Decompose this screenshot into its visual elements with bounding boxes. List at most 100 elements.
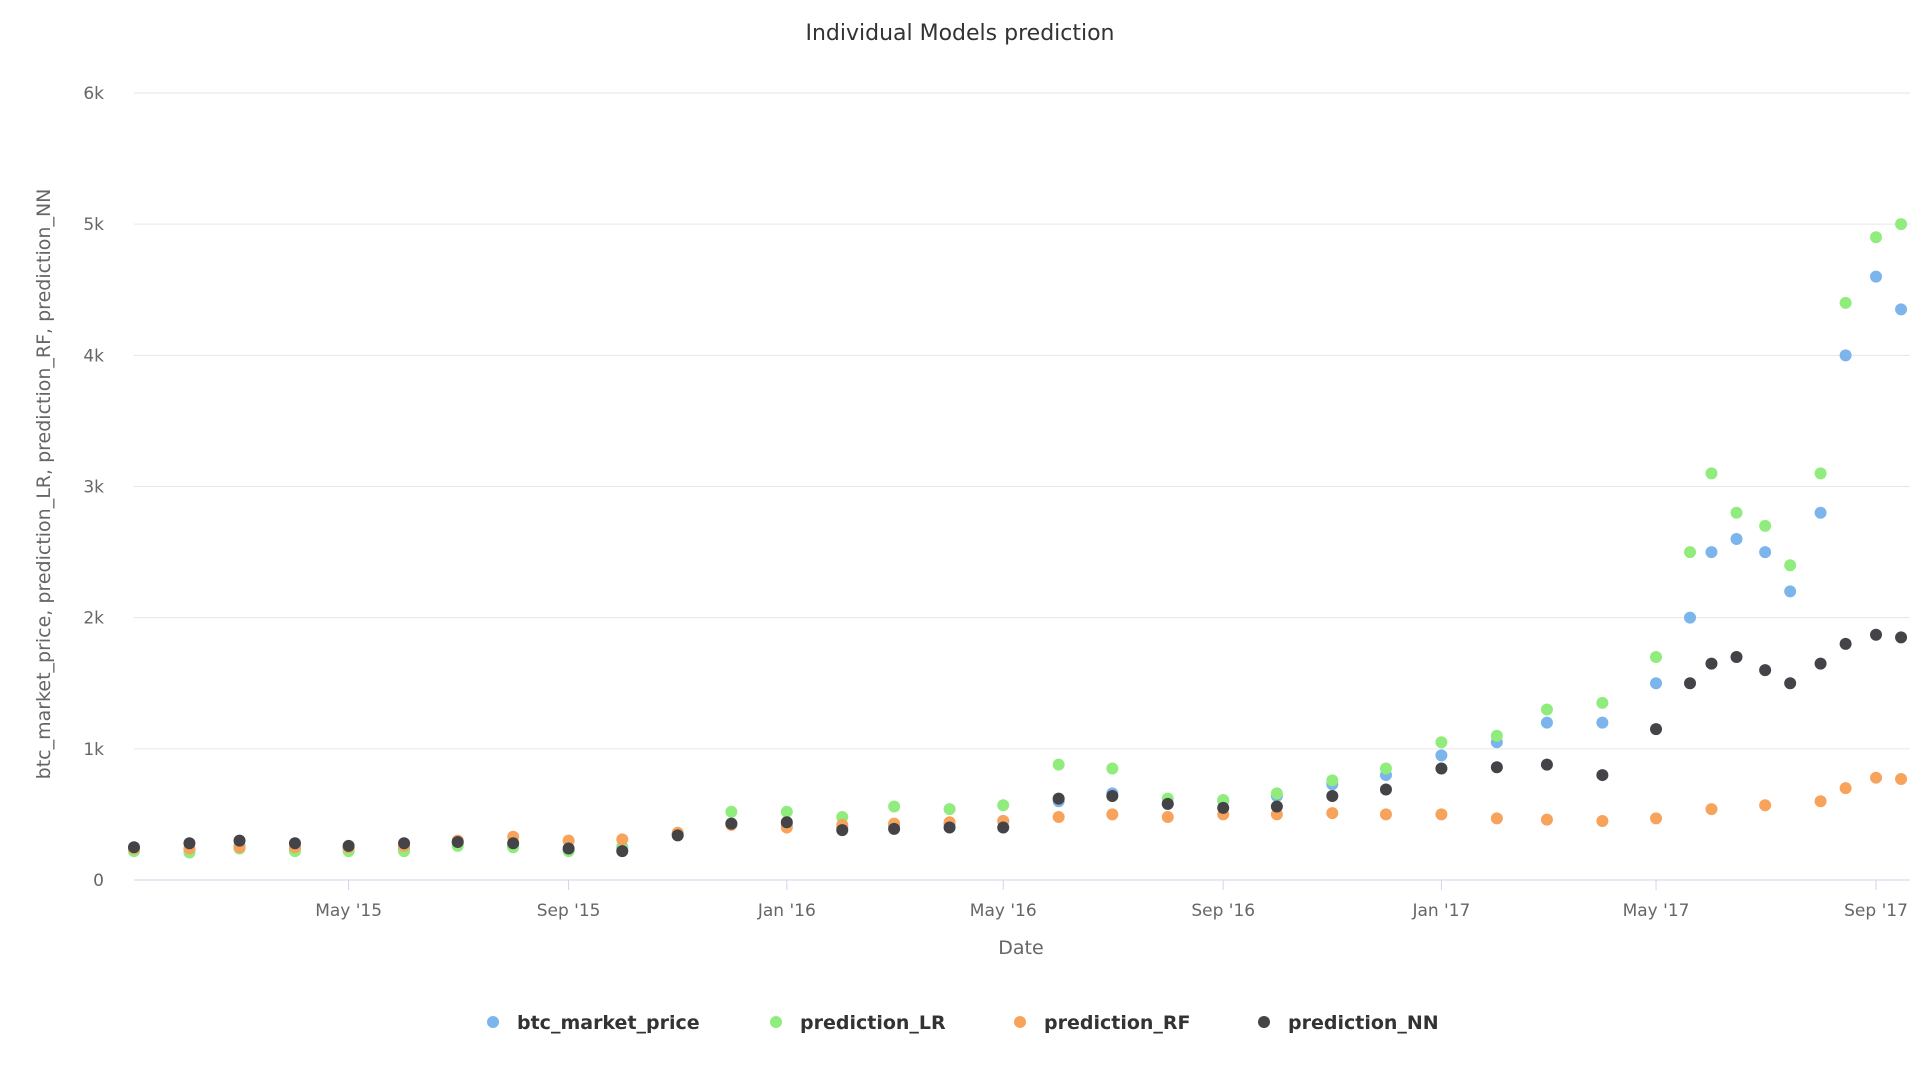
data-point[interactable] — [342, 839, 355, 852]
data-point[interactable] — [1814, 657, 1827, 670]
data-point[interactable] — [451, 835, 464, 848]
data-point[interactable] — [288, 837, 301, 850]
legend-label: prediction_NN — [1288, 1012, 1439, 1034]
data-point[interactable] — [888, 800, 901, 813]
data-point[interactable] — [562, 842, 575, 855]
data-point[interactable] — [1839, 782, 1852, 795]
data-point[interactable] — [836, 824, 849, 837]
data-point[interactable] — [1650, 651, 1663, 664]
data-point[interactable] — [1161, 811, 1174, 824]
data-point[interactable] — [1870, 628, 1883, 641]
data-point[interactable] — [1730, 506, 1743, 519]
data-point[interactable] — [1540, 758, 1553, 771]
data-point[interactable] — [1052, 792, 1065, 805]
data-point[interactable] — [1435, 808, 1448, 821]
data-point[interactable] — [507, 837, 520, 850]
data-point[interactable] — [1870, 231, 1883, 244]
data-point[interactable] — [1784, 677, 1797, 690]
data-point[interactable] — [1106, 762, 1119, 775]
legend-item-prediction_RF[interactable]: prediction_RF — [1014, 1012, 1191, 1034]
data-point[interactable] — [1217, 801, 1230, 814]
data-point[interactable] — [1270, 800, 1283, 813]
data-point[interactable] — [1270, 787, 1283, 800]
data-point[interactable] — [1596, 716, 1609, 729]
data-point[interactable] — [1106, 790, 1119, 803]
data-point[interactable] — [1784, 585, 1797, 598]
data-point[interactable] — [1596, 769, 1609, 782]
data-point[interactable] — [1540, 813, 1553, 826]
y-tick-label: 6k — [83, 84, 104, 104]
data-point[interactable] — [1814, 506, 1827, 519]
data-point[interactable] — [943, 821, 956, 834]
data-point[interactable] — [1759, 519, 1772, 532]
data-point[interactable] — [888, 822, 901, 835]
data-point[interactable] — [997, 799, 1010, 812]
data-point[interactable] — [128, 841, 140, 854]
data-point[interactable] — [1326, 807, 1339, 820]
data-point[interactable] — [1705, 803, 1718, 816]
data-point[interactable] — [1759, 546, 1772, 559]
data-point[interactable] — [1650, 812, 1663, 825]
data-point[interactable] — [997, 821, 1010, 834]
data-point[interactable] — [1379, 783, 1392, 796]
data-point[interactable] — [1326, 774, 1339, 787]
data-point[interactable] — [398, 837, 411, 850]
data-point[interactable] — [1052, 811, 1065, 824]
data-point[interactable] — [1490, 761, 1503, 774]
legend-item-prediction_NN[interactable]: prediction_NN — [1258, 1012, 1439, 1034]
data-point[interactable] — [780, 816, 793, 829]
data-point[interactable] — [1490, 729, 1503, 742]
legend-item-prediction_LR[interactable]: prediction_LR — [770, 1012, 946, 1034]
data-point[interactable] — [1705, 546, 1718, 559]
data-point[interactable] — [1326, 790, 1339, 803]
data-point[interactable] — [1379, 808, 1392, 821]
data-point[interactable] — [1730, 532, 1743, 545]
data-point[interactable] — [1684, 611, 1697, 624]
data-point[interactable] — [1705, 467, 1718, 480]
data-point[interactable] — [616, 845, 629, 858]
data-point[interactable] — [1650, 723, 1663, 736]
data-point[interactable] — [1596, 814, 1609, 827]
data-point[interactable] — [1540, 716, 1553, 729]
data-point[interactable] — [1490, 812, 1503, 825]
data-point[interactable] — [1814, 795, 1827, 808]
data-point[interactable] — [1870, 270, 1883, 283]
data-point[interactable] — [1895, 218, 1908, 231]
data-point[interactable] — [1540, 703, 1553, 716]
data-point[interactable] — [780, 805, 793, 818]
legend-marker — [770, 1016, 782, 1028]
x-tick-label: May '16 — [970, 901, 1037, 921]
data-point[interactable] — [1839, 637, 1852, 650]
data-point[interactable] — [1379, 762, 1392, 775]
data-point[interactable] — [1759, 664, 1772, 677]
data-point[interactable] — [943, 803, 956, 816]
data-point[interactable] — [1106, 808, 1119, 821]
data-point[interactable] — [1435, 749, 1448, 762]
data-point[interactable] — [1870, 771, 1883, 784]
legend-item-btc_market_price[interactable]: btc_market_price — [487, 1012, 700, 1034]
data-point[interactable] — [1895, 631, 1908, 644]
data-point[interactable] — [1784, 559, 1797, 572]
data-point[interactable] — [616, 833, 629, 846]
data-point[interactable] — [1814, 467, 1827, 480]
data-point[interactable] — [1759, 799, 1772, 812]
data-point[interactable] — [1895, 303, 1908, 316]
data-point[interactable] — [1650, 677, 1663, 690]
data-point[interactable] — [1435, 762, 1448, 775]
data-point[interactable] — [233, 834, 246, 847]
data-point[interactable] — [725, 817, 738, 830]
data-point[interactable] — [1052, 758, 1065, 771]
data-point[interactable] — [183, 837, 196, 850]
data-point[interactable] — [1839, 349, 1852, 362]
data-point[interactable] — [1895, 773, 1908, 786]
data-point[interactable] — [1684, 546, 1697, 559]
data-point[interactable] — [725, 805, 738, 818]
data-point[interactable] — [1839, 296, 1852, 309]
data-point[interactable] — [1730, 651, 1743, 664]
data-point[interactable] — [1596, 696, 1609, 709]
data-point[interactable] — [1705, 657, 1718, 670]
data-point[interactable] — [1161, 797, 1174, 810]
data-point[interactable] — [671, 829, 684, 842]
data-point[interactable] — [1684, 677, 1697, 690]
data-point[interactable] — [1435, 736, 1448, 749]
